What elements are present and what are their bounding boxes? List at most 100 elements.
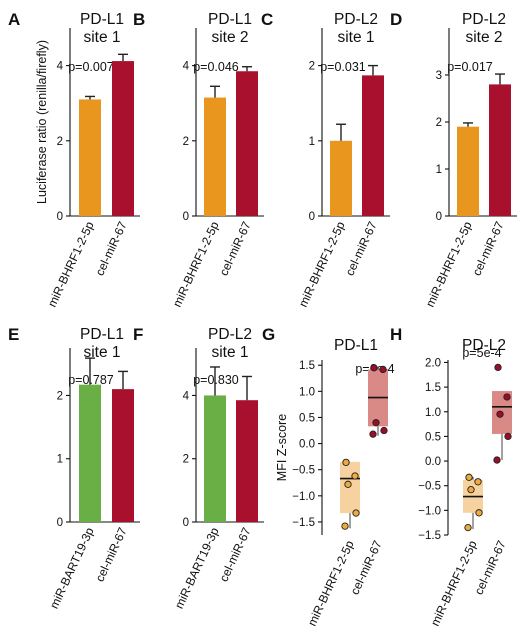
- panel-letter: C: [261, 10, 273, 29]
- y-tick-label: 1.0: [299, 386, 315, 398]
- bar: [330, 140, 352, 216]
- panel-title: PD-L2: [208, 326, 252, 343]
- y-tick-label: 0.5: [425, 431, 441, 443]
- p-value-label: p=0.007: [68, 60, 114, 74]
- x-category-label: miR-BART19-3p: [172, 525, 222, 611]
- data-point: [344, 480, 352, 488]
- x-category-label: cel-miR-67: [93, 219, 130, 278]
- x-category-label: cel-miR-67: [217, 525, 254, 584]
- y-tick-label: 1.5: [299, 360, 315, 372]
- x-category-label: cel-miR-67: [470, 219, 507, 278]
- data-point: [475, 509, 483, 517]
- bar: [112, 61, 134, 217]
- panel-title: PD-L1: [334, 337, 378, 354]
- panel-g: G PD-L1 −1.5 −1.0 −0.5 0.0 0.5 1.0 1.5 MFI Z-scor…: [262, 325, 395, 627]
- y-tick-label: 0.0: [425, 456, 441, 468]
- y-tick-label: 2: [183, 454, 189, 466]
- x-category-label: miR-BART19-3p: [47, 525, 97, 611]
- y-tick-label: 2: [309, 61, 315, 73]
- panel-title: site 1: [83, 29, 120, 46]
- data-point: [474, 478, 482, 486]
- y-tick-label: 0: [436, 211, 442, 223]
- y-tick-label: 0: [309, 211, 315, 223]
- panel-letter: H: [390, 325, 402, 344]
- y-tick-label: 3: [436, 70, 442, 82]
- panel-letter: A: [8, 10, 20, 29]
- panel-title: PD-L2: [462, 11, 506, 28]
- data-point: [352, 509, 360, 517]
- data-point: [372, 419, 380, 427]
- data-point: [493, 456, 501, 464]
- p-value-label: p=5e-4: [462, 346, 501, 360]
- data-point: [341, 522, 349, 530]
- bar: [79, 384, 101, 522]
- data-point: [494, 363, 502, 372]
- p-value-label: p=0.046: [193, 60, 239, 74]
- data-point: [504, 432, 512, 441]
- bar: [204, 97, 226, 216]
- y-tick-label: −1.0: [292, 491, 315, 503]
- x-category-label: cel-miR-67: [93, 525, 130, 584]
- panel-title: site 2: [465, 29, 502, 46]
- panel-title: site 1: [337, 29, 374, 46]
- panel-title: site 1: [83, 344, 120, 361]
- data-point: [342, 458, 350, 467]
- data-point: [369, 430, 377, 438]
- y-tick-label: 1: [57, 454, 63, 466]
- panel-letter: E: [8, 325, 19, 344]
- y-tick-label: 2: [436, 117, 442, 129]
- y-tick-label: 4: [183, 61, 190, 73]
- y-tick-label: 0: [57, 517, 63, 529]
- data-point: [467, 485, 475, 494]
- y-axis-label: Luciferase ratio (renilla/firefly): [35, 40, 49, 204]
- y-tick-label: 4: [183, 390, 190, 402]
- y-tick-label: 0: [57, 211, 63, 223]
- bar: [457, 126, 479, 216]
- y-tick-label: −0.5: [292, 465, 315, 477]
- bar: [489, 84, 511, 217]
- y-tick-label: 4: [57, 61, 64, 73]
- data-point: [379, 365, 387, 374]
- bar: [362, 75, 384, 216]
- panel-title: site 1: [211, 344, 248, 361]
- y-tick-label: 2: [183, 136, 189, 148]
- panel-title: PD-L1: [80, 11, 124, 28]
- p-value-label: p=0.787: [68, 373, 114, 387]
- panel-title: PD-L2: [462, 337, 506, 354]
- data-point: [351, 472, 359, 480]
- y-axis-label: MFI Z-score: [275, 414, 289, 481]
- y-tick-label: 1: [309, 136, 315, 148]
- x-category-label: cel-miR-67: [217, 219, 254, 278]
- panel-letter: F: [133, 325, 143, 344]
- y-tick-label: −1.5: [418, 530, 441, 542]
- panel-title: PD-L1: [80, 326, 124, 343]
- y-tick-label: 2.0: [425, 357, 441, 369]
- data-point: [496, 410, 504, 418]
- panel-letter: D: [390, 10, 402, 29]
- panel-title: site 2: [211, 29, 248, 46]
- y-tick-label: 1.5: [425, 382, 441, 394]
- x-category-label: cel-miR-67: [343, 219, 380, 278]
- bar: [236, 400, 258, 522]
- y-tick-label: 0.0: [299, 439, 315, 451]
- y-tick-label: 0: [183, 517, 189, 529]
- panel-letter: G: [262, 325, 275, 344]
- x-category-label: miR-BHRF1-2-5p: [305, 538, 357, 627]
- y-tick-label: 0.5: [299, 412, 315, 424]
- p-value-label: p=0.830: [193, 373, 239, 387]
- p-value-label: p=0.031: [320, 60, 366, 74]
- y-tick-label: 1: [436, 164, 442, 176]
- y-tick-label: 2: [57, 136, 63, 148]
- data-point: [503, 393, 511, 401]
- panel-title: PD-L1: [208, 11, 252, 28]
- bar: [236, 71, 258, 217]
- x-category-label: miR-BHRF1-2-5p: [423, 219, 475, 309]
- y-tick-label: −1.0: [418, 505, 441, 517]
- box: [340, 461, 360, 514]
- bar: [112, 389, 134, 522]
- x-category-label: miR-BHRF1-2-5p: [170, 219, 222, 309]
